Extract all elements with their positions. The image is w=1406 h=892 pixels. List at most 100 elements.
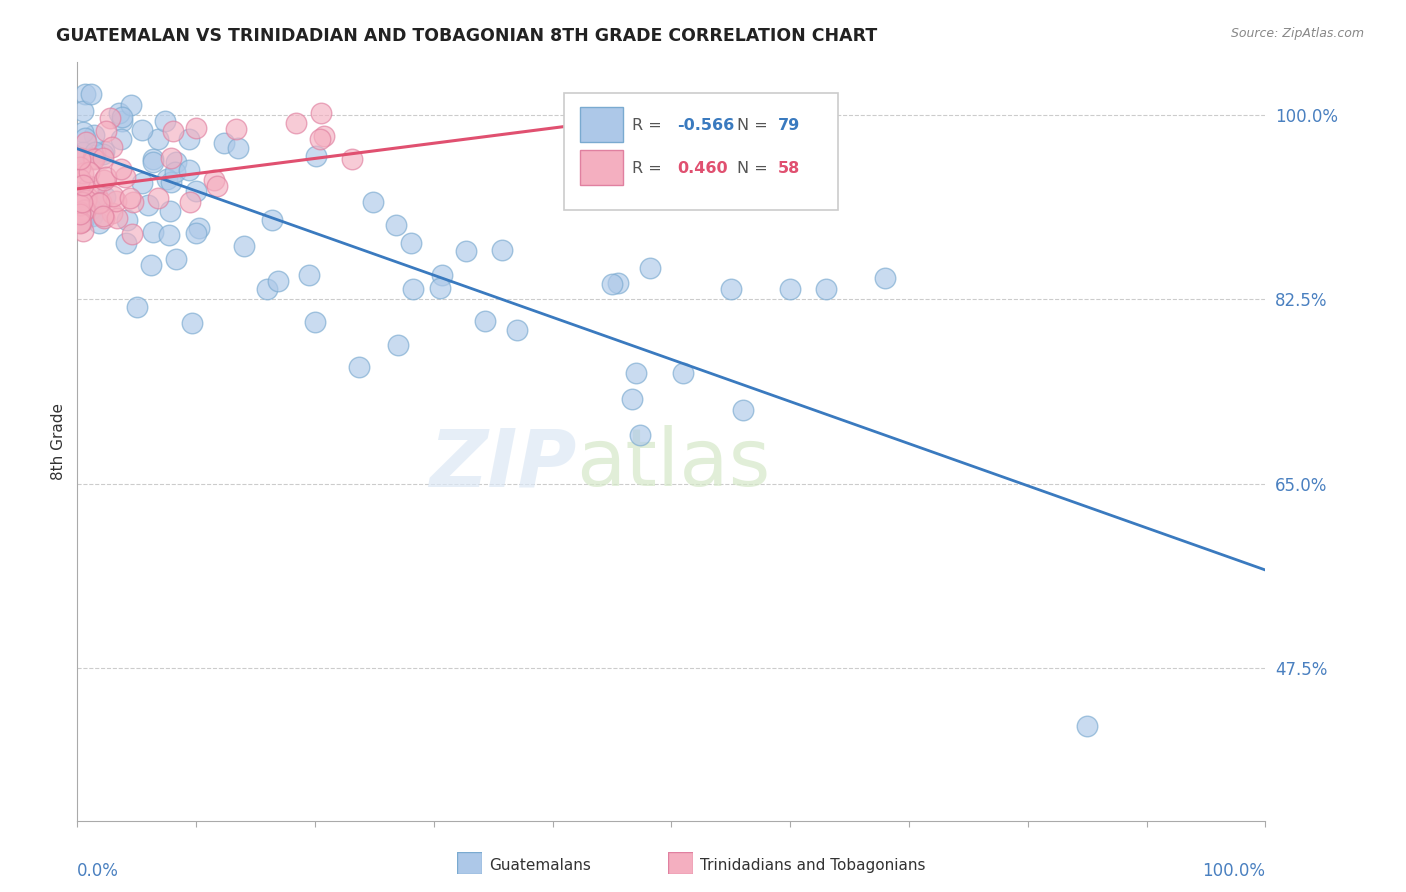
Point: [233, 238, 256, 252]
Point: [107, 106, 129, 120]
Point: [136, 198, 159, 212]
Point: [875, 271, 897, 285]
Point: [186, 120, 208, 135]
Point: [73, 131, 96, 145]
Point: [165, 154, 187, 169]
Point: [93, 145, 115, 159]
Point: [387, 338, 409, 352]
Text: R =: R =: [633, 161, 662, 176]
Point: [114, 236, 136, 251]
Point: [94, 190, 117, 204]
Point: [84, 145, 107, 159]
Point: [98, 112, 121, 126]
Text: atlas: atlas: [576, 425, 770, 503]
Point: [110, 161, 132, 176]
Point: [177, 162, 200, 177]
Point: [69, 160, 91, 174]
Point: [401, 282, 423, 296]
FancyBboxPatch shape: [564, 93, 838, 211]
Point: [100, 206, 122, 220]
Point: [91, 146, 114, 161]
Point: [155, 114, 177, 128]
Point: [638, 261, 661, 276]
Point: [76, 190, 98, 204]
Point: [181, 316, 204, 330]
Point: [122, 194, 145, 209]
Point: [179, 194, 201, 209]
Point: [156, 172, 179, 186]
Point: [672, 366, 695, 380]
Point: [72, 103, 94, 118]
Point: [184, 185, 207, 199]
Point: [72, 214, 94, 228]
Point: [205, 178, 228, 193]
Point: [142, 154, 165, 169]
Point: [70, 194, 93, 209]
Point: [91, 209, 114, 223]
Point: [731, 403, 754, 417]
Point: [80, 209, 103, 223]
Point: [304, 316, 326, 330]
Point: [105, 211, 128, 225]
Point: [225, 122, 247, 136]
Point: [121, 227, 143, 241]
Point: [69, 215, 91, 229]
Point: [226, 141, 249, 155]
Text: Trinidadians and Tobagonians: Trinidadians and Tobagonians: [700, 858, 925, 872]
Point: [432, 268, 454, 283]
Point: [212, 136, 235, 150]
Point: [314, 128, 336, 143]
Point: [82, 152, 104, 166]
Point: [103, 189, 125, 203]
Text: 0.0%: 0.0%: [77, 863, 120, 880]
Point: [267, 274, 290, 288]
Point: [385, 218, 408, 232]
Point: [184, 226, 207, 240]
Point: [75, 202, 97, 217]
Point: [506, 323, 529, 337]
Point: [1076, 719, 1098, 733]
Point: [110, 132, 132, 146]
Point: [600, 277, 623, 291]
Point: [111, 113, 134, 128]
Point: [720, 282, 742, 296]
Point: [86, 189, 108, 203]
Point: [118, 191, 141, 205]
Point: [69, 189, 91, 203]
Point: [69, 196, 91, 211]
Text: Guatemalans: Guatemalans: [489, 858, 591, 872]
FancyBboxPatch shape: [579, 151, 623, 186]
Point: [621, 392, 644, 407]
Point: [75, 136, 97, 150]
Point: [142, 225, 165, 239]
Point: [93, 211, 115, 225]
FancyBboxPatch shape: [579, 107, 623, 142]
Point: [347, 360, 370, 375]
Point: [91, 151, 114, 165]
Text: N =: N =: [737, 161, 768, 176]
Point: [177, 132, 200, 146]
Point: [159, 176, 181, 190]
Point: [114, 169, 136, 184]
Point: [94, 170, 117, 185]
Text: GUATEMALAN VS TRINIDADIAN AND TOBAGONIAN 8TH GRADE CORRELATION CHART: GUATEMALAN VS TRINIDADIAN AND TOBAGONIAN…: [56, 27, 877, 45]
Point: [73, 202, 96, 217]
Point: [69, 152, 91, 166]
Point: [70, 151, 93, 165]
Point: [72, 178, 94, 193]
Point: [298, 268, 321, 282]
Point: [94, 124, 117, 138]
Point: [100, 140, 122, 154]
Point: [454, 244, 477, 259]
Point: [72, 224, 94, 238]
Point: [779, 282, 801, 296]
Point: [159, 203, 181, 218]
Text: N =: N =: [737, 118, 768, 133]
Point: [361, 195, 384, 210]
Point: [142, 152, 165, 166]
Point: [131, 176, 153, 190]
Point: [131, 123, 153, 137]
Text: 0.460: 0.460: [678, 161, 728, 176]
Text: 79: 79: [779, 118, 800, 133]
Point: [72, 125, 94, 139]
